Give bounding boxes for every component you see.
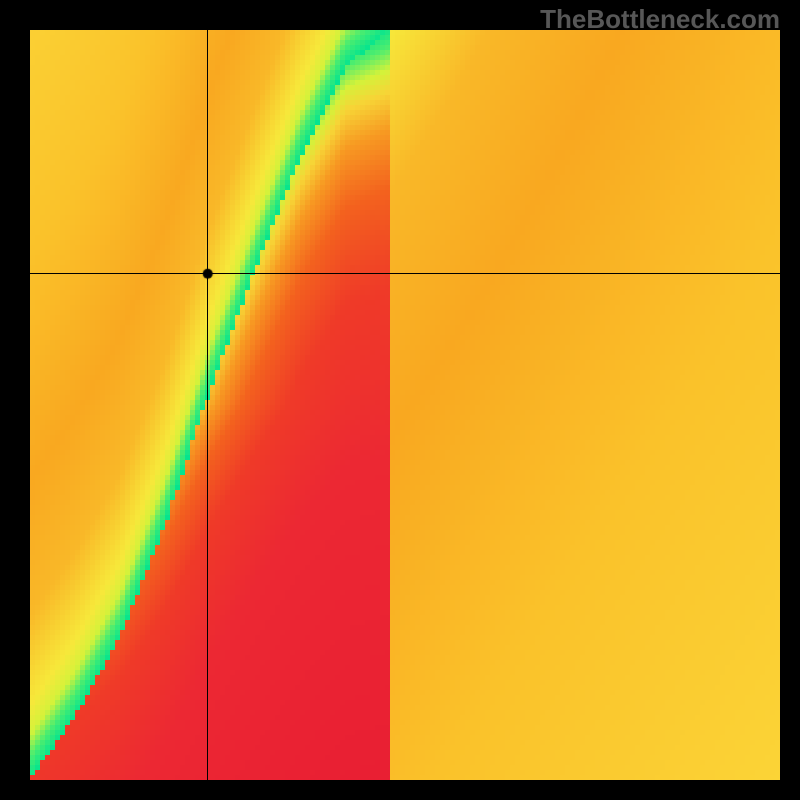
- crosshair-dot: [0, 0, 800, 800]
